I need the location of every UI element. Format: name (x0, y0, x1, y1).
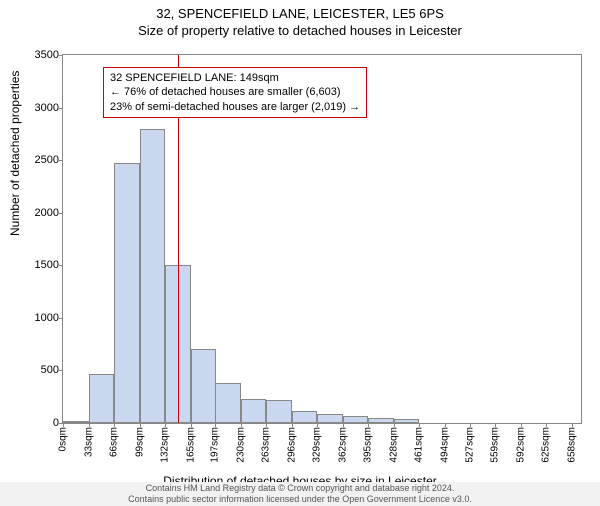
y-tick-label: 1500 (35, 259, 59, 271)
x-tick-label: 527sqm (465, 427, 476, 463)
x-tick-label: 625sqm (541, 427, 552, 463)
x-tick-label: 329sqm (312, 427, 323, 463)
histogram-bar (394, 419, 420, 423)
x-tick-mark (266, 423, 267, 427)
x-tick-mark (114, 423, 115, 427)
callout-line: 23% of semi-detached houses are larger (… (110, 100, 360, 114)
x-tick-label: 263sqm (261, 427, 272, 463)
histogram-bar (368, 418, 394, 423)
x-tick-label: 33sqm (83, 427, 94, 457)
histogram-bar (292, 411, 318, 423)
x-tick-mark (215, 423, 216, 427)
histogram-bar (241, 399, 267, 423)
histogram-bar (317, 414, 343, 423)
y-tick-label: 1000 (35, 312, 59, 324)
x-tick-mark (445, 423, 446, 427)
y-tick-label: 500 (41, 364, 59, 376)
histogram-bar (140, 129, 166, 423)
histogram-bar (89, 374, 115, 423)
y-tick-mark (59, 160, 63, 161)
chart-container: 32, SPENCEFIELD LANE, LEICESTER, LE5 6PS… (0, 6, 600, 506)
x-tick-label: 296sqm (286, 427, 297, 463)
y-tick-mark (59, 213, 63, 214)
x-tick-label: 559sqm (490, 427, 501, 463)
callout-box: 32 SPENCEFIELD LANE: 149sqm← 76% of deta… (103, 67, 367, 118)
y-tick-mark (59, 370, 63, 371)
x-tick-label: 362sqm (337, 427, 348, 463)
x-tick-label: 66sqm (109, 427, 120, 457)
y-tick-label: 3000 (35, 102, 59, 114)
x-tick-label: 428sqm (388, 427, 399, 463)
x-tick-mark (191, 423, 192, 427)
x-tick-label: 230sqm (235, 427, 246, 463)
x-tick-mark (292, 423, 293, 427)
histogram-bar (191, 349, 217, 423)
x-tick-label: 494sqm (439, 427, 450, 463)
attribution-footer: Contains HM Land Registry data © Crown c… (0, 482, 600, 506)
callout-line: ← 76% of detached houses are smaller (6,… (110, 85, 360, 99)
footer-line-1: Contains HM Land Registry data © Crown c… (4, 483, 596, 494)
x-tick-label: 99sqm (134, 427, 145, 457)
x-tick-mark (470, 423, 471, 427)
x-tick-mark (241, 423, 242, 427)
x-tick-mark (419, 423, 420, 427)
x-tick-mark (521, 423, 522, 427)
y-axis-label: Number of detached properties (8, 71, 22, 236)
y-tick-mark (59, 55, 63, 56)
x-tick-mark (343, 423, 344, 427)
x-tick-mark (572, 423, 573, 427)
histogram-bar (215, 383, 241, 423)
x-tick-mark (368, 423, 369, 427)
x-tick-label: 395sqm (363, 427, 374, 463)
histogram-bar (343, 416, 369, 423)
plot-area: 05001000150020002500300035000sqm33sqm66s… (62, 54, 582, 424)
x-tick-mark (63, 423, 64, 427)
x-tick-mark (140, 423, 141, 427)
x-tick-mark (546, 423, 547, 427)
x-tick-label: 592sqm (515, 427, 526, 463)
histogram-bar (266, 400, 292, 423)
x-tick-label: 165sqm (185, 427, 196, 463)
x-tick-label: 132sqm (160, 427, 171, 463)
x-tick-mark (317, 423, 318, 427)
chart-title: 32, SPENCEFIELD LANE, LEICESTER, LE5 6PS (0, 6, 600, 21)
histogram-bar (63, 421, 89, 423)
histogram-bar (114, 163, 140, 423)
x-tick-label: 0sqm (58, 427, 69, 451)
y-tick-mark (59, 265, 63, 266)
x-tick-mark (165, 423, 166, 427)
x-tick-label: 658sqm (566, 427, 577, 463)
y-tick-label: 2500 (35, 154, 59, 166)
callout-line: 32 SPENCEFIELD LANE: 149sqm (110, 71, 360, 85)
y-tick-label: 2000 (35, 207, 59, 219)
chart-subtitle: Size of property relative to detached ho… (0, 23, 600, 38)
x-tick-mark (495, 423, 496, 427)
x-tick-label: 461sqm (414, 427, 425, 463)
x-tick-mark (89, 423, 90, 427)
y-tick-mark (59, 108, 63, 109)
y-tick-mark (59, 318, 63, 319)
x-tick-label: 197sqm (210, 427, 221, 463)
y-tick-label: 3500 (35, 49, 59, 61)
x-tick-mark (394, 423, 395, 427)
